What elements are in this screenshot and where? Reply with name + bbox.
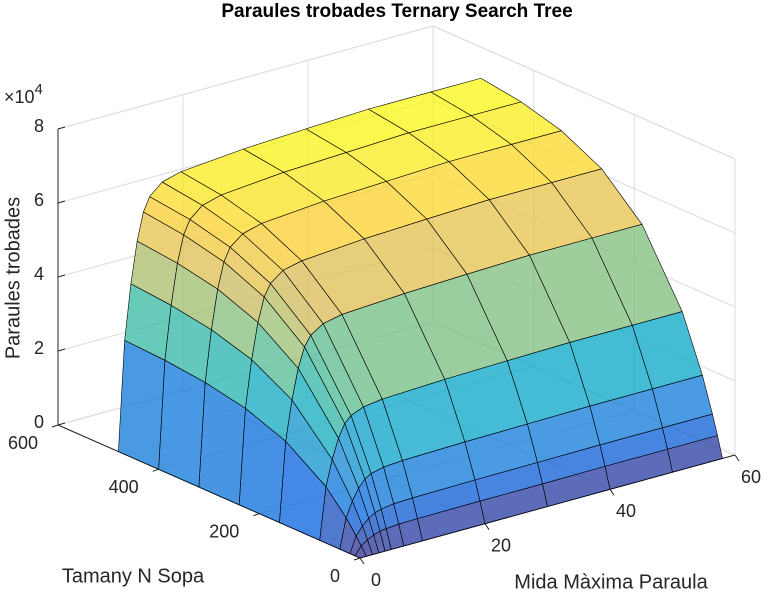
z-tick — [57, 126, 66, 130]
x-tick-label: 60 — [741, 467, 761, 487]
y-tick-label: 600 — [8, 433, 38, 453]
z-tick-label: 6 — [34, 190, 44, 210]
x-tick-label: 40 — [616, 501, 636, 521]
y-tick — [353, 557, 361, 561]
chart-title: Paraules trobades Ternary Search Tree — [221, 1, 572, 22]
y-tick — [152, 468, 159, 472]
z-tick-label: 2 — [34, 338, 44, 358]
grid-line — [432, 25, 736, 160]
z-tick — [57, 200, 66, 204]
x-tick-label: 0 — [371, 570, 381, 590]
surface-face — [118, 340, 166, 470]
z-tick-label: 4 — [34, 264, 44, 284]
z-tick — [57, 348, 66, 352]
y-tick-label: 0 — [330, 566, 340, 586]
y-axis-label: Tamany N Sopa — [62, 565, 205, 587]
z-multiplier-exponent: 4 — [35, 81, 43, 98]
grid-line — [57, 25, 434, 130]
z-multiplier: ×104 — [4, 81, 43, 107]
x-tick — [734, 454, 740, 462]
x-tick-label: 20 — [491, 535, 511, 555]
x-tick — [359, 557, 365, 565]
z-tick-label: 0 — [34, 412, 44, 432]
x-axis-label: Mida Màxima Paraula — [514, 571, 708, 593]
y-tick — [51, 424, 59, 428]
z-axis-label: Paraules trobades — [2, 197, 24, 359]
x-tick — [484, 523, 490, 530]
y-tick-label: 200 — [209, 521, 239, 541]
z-multiplier-base: ×10 — [4, 87, 35, 107]
surface-face — [158, 360, 206, 488]
y-tick-label: 400 — [109, 477, 139, 497]
x-tick — [609, 489, 615, 496]
z-tick — [57, 274, 66, 278]
surface-face — [354, 545, 367, 559]
z-tick-label: 8 — [34, 116, 44, 136]
y-tick — [253, 513, 260, 517]
z-tick — [57, 422, 66, 426]
